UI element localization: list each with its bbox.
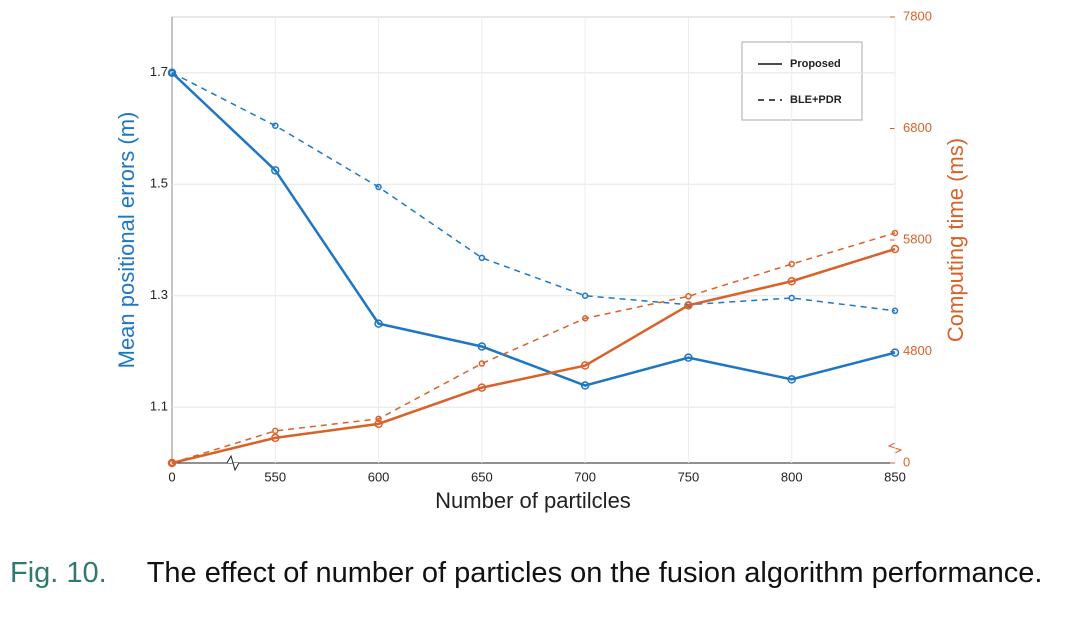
data-point [580,361,590,370]
caption-label: Fig. 10. [10,557,107,589]
data-point [374,419,383,429]
legend-label: BLE+PDR [790,94,842,106]
data-point [580,381,590,390]
series-line [171,232,896,464]
x-tick-label: 550 [264,469,286,484]
data-point [890,244,900,254]
y2-tick-label: 4800 [903,343,932,358]
data-point [684,353,693,362]
data-point [788,294,795,302]
data-point [167,458,177,468]
y2-tick-label: 6800 [903,120,932,135]
legend-label: Proposed [790,58,841,70]
data-point [787,375,796,384]
data-point [684,301,693,310]
chart: Number of partilcles Mean positional err… [114,8,968,513]
data-point [891,307,899,315]
x-axis-label: Number of partilcles [435,488,631,513]
y2-axis-label: Computing time (ms) [943,138,968,342]
data-point [168,459,176,467]
y2-tick-label: 0 [903,454,910,469]
data-point [375,415,382,423]
data-point [272,122,279,129]
data-point [374,319,383,328]
y-tick-label: 1.5 [150,176,168,191]
data-point [477,383,487,392]
y2-tick-label: 5800 [903,231,932,246]
data-point [272,427,279,435]
caption: Fig. 10. The effect of number of particle… [10,555,1078,591]
y-tick-label: 1.7 [150,64,168,79]
x-tick-label: 600 [368,469,390,484]
y-axis-label: Mean positional errors (m) [114,112,139,369]
data-point [891,229,899,237]
data-point [478,360,486,367]
x-tick-label: 850 [884,469,906,484]
data-point [787,277,796,286]
y2-tick-label: 7800 [903,8,932,23]
data-point [271,433,280,443]
data-point [685,293,692,300]
x-tick-label: 0 [168,469,175,484]
data-point [788,260,795,268]
data-point [581,292,589,299]
x-tick-label: 700 [574,469,596,484]
y-tick-label: 1.1 [150,399,168,414]
data-point [581,315,589,322]
data-point [478,254,486,262]
data-point [167,68,177,77]
data-point [477,342,487,351]
x-axis-break [222,454,244,472]
data-point [271,166,280,175]
data-point [890,348,900,357]
series-line [171,247,896,465]
data-point [375,183,382,191]
legend-box [741,41,863,121]
series-line [171,72,896,312]
y-tick-label: 1.3 [150,287,168,302]
series-line [171,71,896,387]
data-point [168,69,176,76]
caption-text: The effect of number of particles on the… [146,557,1043,589]
x-tick-label: 650 [471,469,493,484]
x-tick-label: 750 [678,469,700,484]
x-tick-label: 800 [781,469,803,484]
